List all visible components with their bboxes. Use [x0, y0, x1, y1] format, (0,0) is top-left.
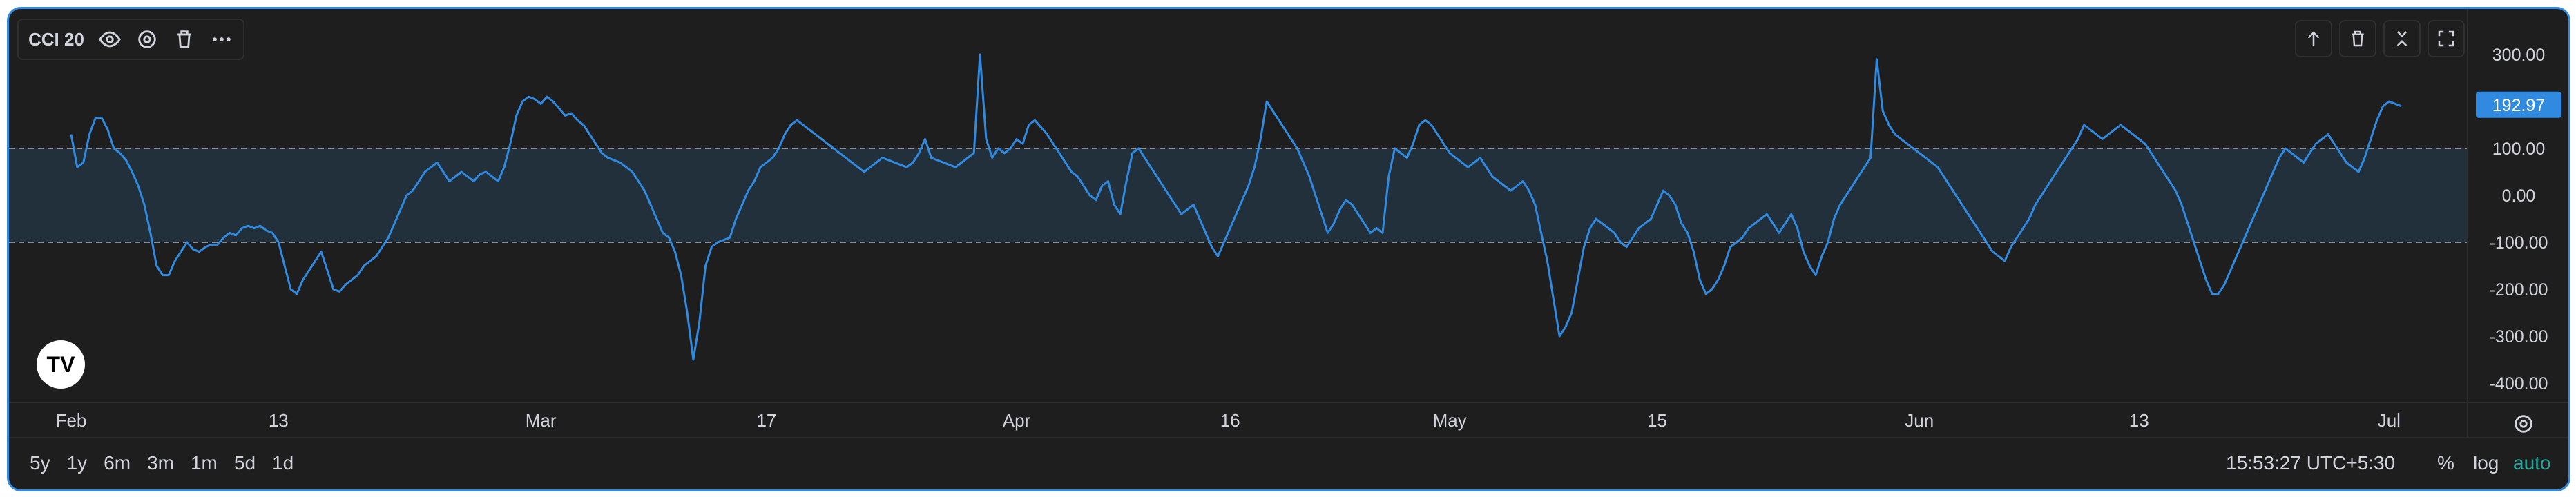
cci-chart: 300.00200.00100.000.00-100.00-200.00-300… [9, 9, 2568, 437]
last-value-badge: 192.97 [2476, 91, 2561, 118]
auto-toggle[interactable]: auto [2513, 452, 2551, 474]
more-icon[interactable] [210, 28, 233, 51]
pane-toolbar [2295, 20, 2465, 57]
range-1d[interactable]: 1d [272, 452, 294, 474]
range-5y[interactable]: 5y [30, 452, 50, 474]
y-tick-label: 0.00 [2502, 186, 2536, 206]
range-6m[interactable]: 6m [104, 452, 131, 474]
y-tick-label: 300.00 [2492, 46, 2545, 65]
x-tick-label: 13 [269, 410, 289, 431]
y-tick-label: 100.00 [2492, 139, 2545, 159]
x-tick-label: Feb [56, 410, 87, 431]
indicator-legend: CCI 20 [17, 19, 244, 60]
chart-frame: 300.00200.00100.000.00-100.00-200.00-300… [7, 7, 2570, 491]
eye-icon[interactable] [98, 28, 122, 51]
gear-icon[interactable] [2509, 409, 2538, 438]
x-tick-label: Apr [1003, 410, 1031, 431]
band-layer [9, 148, 2468, 243]
date-range-selector: 5y 1y 6m 3m 1m 5d 1d [30, 452, 294, 474]
y-tick-label: -400.00 [2490, 374, 2548, 393]
range-3m[interactable]: 3m [147, 452, 174, 474]
y-tick-label: -100.00 [2490, 233, 2548, 253]
line-layer [70, 53, 2402, 361]
x-tick-label: Jul [2378, 410, 2401, 431]
settings-icon[interactable] [135, 28, 159, 51]
x-tick-label: 13 [2129, 410, 2149, 431]
arrow-up-icon[interactable] [2295, 20, 2332, 57]
collapse-icon[interactable] [2383, 20, 2421, 57]
range-1y[interactable]: 1y [66, 452, 88, 474]
band-fill [9, 148, 2468, 242]
last-value-text: 192.97 [2492, 96, 2545, 115]
indicator-title[interactable]: CCI 20 [28, 28, 84, 50]
x-tick-label: 15 [1647, 410, 1667, 431]
delete-pane-trash-icon[interactable] [2339, 20, 2376, 57]
x-tick-label: Jun [1905, 410, 1934, 431]
y-tick-label: -200.00 [2490, 280, 2548, 300]
log-toggle[interactable]: log [2473, 452, 2499, 474]
trash-icon[interactable] [173, 28, 196, 51]
x-tick-label: 16 [1220, 410, 1240, 431]
range-1m[interactable]: 1m [190, 452, 218, 474]
y-tick-label: -300.00 [2490, 327, 2548, 347]
maximize-icon[interactable] [2428, 20, 2465, 57]
percent-toggle[interactable]: % [2437, 452, 2454, 474]
x-axis[interactable]: Feb13Mar17Apr16May15Jun13Jul14Aug14Sep12… [56, 410, 2568, 431]
x-tick-label: Mar [526, 410, 557, 431]
last-value-badge-bg [2476, 91, 2561, 118]
cci-series-line [70, 53, 2402, 361]
tradingview-logo[interactable]: TV [37, 340, 85, 389]
clock-timezone[interactable]: 15:53:27 UTC+5:30 [2226, 452, 2396, 474]
range-5d[interactable]: 5d [233, 452, 256, 474]
x-tick-label: May [1433, 410, 1467, 431]
x-tick-label: 17 [756, 410, 776, 431]
bottom-toolbar: 5y 1y 6m 3m 1m 5d 1d 15:53:27 UTC+5:30 %… [9, 437, 2568, 489]
